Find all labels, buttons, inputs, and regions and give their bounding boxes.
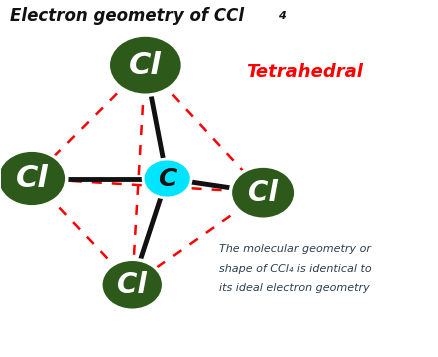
Text: Electron geometry of CCl: Electron geometry of CCl (10, 7, 244, 25)
Circle shape (230, 166, 295, 219)
Text: its ideal electron geometry: its ideal electron geometry (219, 283, 369, 293)
Text: shape of CCl₄ is identical to: shape of CCl₄ is identical to (219, 264, 371, 274)
Circle shape (0, 150, 67, 207)
Text: Cl: Cl (129, 51, 162, 80)
Circle shape (101, 259, 163, 310)
Text: Tetrahedral: Tetrahedral (245, 63, 362, 81)
Text: Cl: Cl (15, 164, 48, 193)
Circle shape (143, 159, 191, 198)
Text: Cl: Cl (117, 271, 147, 299)
Text: The molecular geometry or: The molecular geometry or (219, 244, 371, 254)
Circle shape (108, 35, 182, 95)
Text: C: C (158, 166, 176, 191)
Text: Cl: Cl (247, 178, 277, 207)
Text: 4: 4 (278, 11, 286, 21)
